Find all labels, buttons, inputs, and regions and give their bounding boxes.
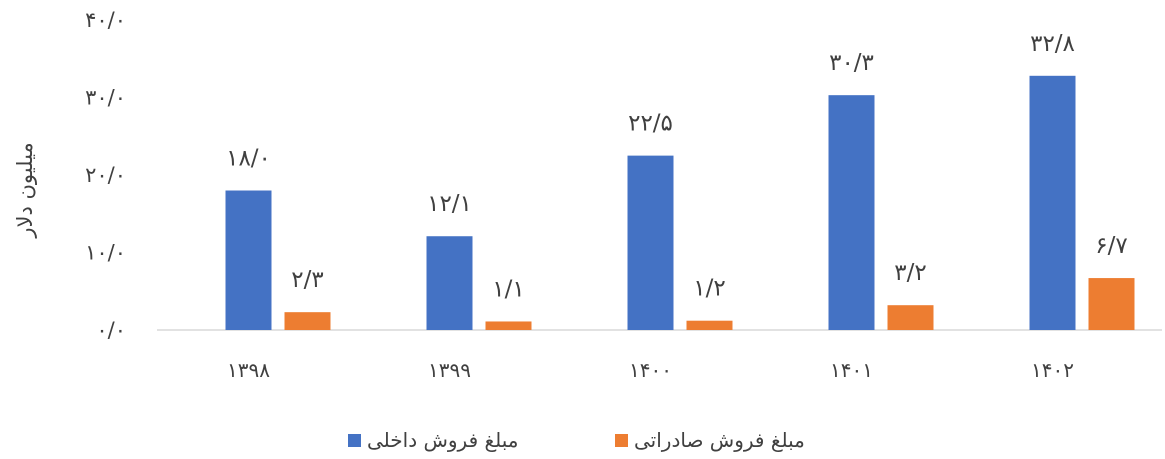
- bar-export: [686, 320, 733, 330]
- y-tick-label: ۰/۰: [96, 318, 126, 342]
- data-label: ۱/۱: [492, 276, 524, 302]
- x-tick-label: ۱۴۰۱: [830, 358, 873, 382]
- bars-group: [225, 75, 1135, 330]
- x-tick-label: ۱۴۰۲: [1031, 358, 1074, 382]
- x-tick-label: ۱۳۹۸: [227, 358, 270, 382]
- data-label: ۶/۷: [1095, 233, 1127, 259]
- legend-swatch: [348, 434, 361, 447]
- data-label: ۳۲/۸: [1030, 31, 1075, 57]
- data-label: ۲۲/۵: [628, 111, 673, 137]
- data-label: ۳۰/۳: [829, 50, 874, 76]
- bar-export: [485, 321, 532, 330]
- bar-domestic: [1029, 75, 1076, 330]
- data-label: ۱۲/۱: [427, 191, 472, 217]
- bar-domestic: [828, 95, 875, 330]
- bar-export: [284, 312, 331, 330]
- y-axis-ticks: ۰/۰ ۱۰/۰ ۲۰/۰ ۳۰/۰ ۴۰/۰: [85, 8, 126, 342]
- x-tick-label: ۱۴۰۰: [629, 358, 672, 382]
- legend-label: مبلغ فروش داخلی: [367, 428, 519, 452]
- y-tick-label: ۴۰/۰: [85, 8, 126, 32]
- bar-domestic: [627, 155, 674, 330]
- legend-label: مبلغ فروش صادراتی: [634, 428, 805, 452]
- y-tick-label: ۱۰/۰: [85, 241, 126, 265]
- data-label: ۳/۲: [894, 260, 926, 286]
- legend-swatch: [615, 434, 628, 447]
- data-label: ۱۸/۰: [226, 146, 271, 172]
- y-tick-label: ۲۰/۰: [85, 163, 126, 187]
- bar-domestic: [426, 236, 473, 330]
- bar-export: [1088, 278, 1135, 330]
- data-labels-group: ۱۸/۰ ۲/۳ ۱۲/۱ ۱/۱ ۲۲/۵ ۱/۲ ۳۰/۳ ۳/۲ ۳۲/۸ ۶/۷: [226, 31, 1128, 303]
- data-label: ۱/۲: [693, 276, 725, 302]
- x-tick-label: ۱۳۹۹: [428, 358, 471, 382]
- data-label: ۲/۳: [291, 267, 323, 293]
- y-tick-label: ۳۰/۰: [85, 86, 126, 110]
- bar-export: [887, 305, 934, 330]
- bar-domestic: [225, 190, 272, 330]
- legend: مبلغ فروش صادراتی مبلغ فروش داخلی: [348, 428, 805, 452]
- y-axis-title: میلیون دلار: [13, 142, 37, 238]
- x-axis-ticks: ۱۳۹۸ ۱۳۹۹ ۱۴۰۰ ۱۴۰۱ ۱۴۰۲: [227, 358, 1074, 382]
